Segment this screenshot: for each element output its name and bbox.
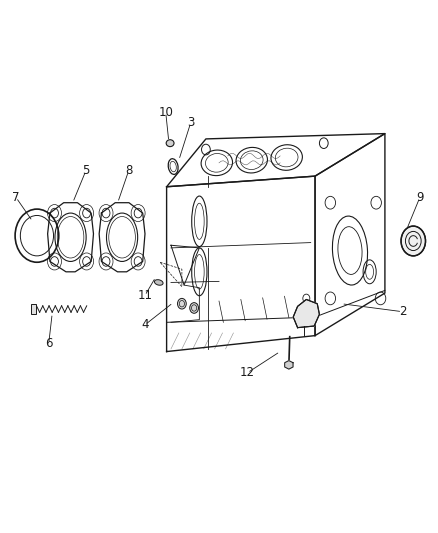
Text: 3: 3 — [187, 117, 194, 130]
Text: 9: 9 — [416, 191, 424, 204]
FancyBboxPatch shape — [31, 304, 36, 314]
Circle shape — [190, 303, 198, 313]
Text: 5: 5 — [82, 164, 89, 177]
Circle shape — [401, 226, 426, 256]
Text: 8: 8 — [125, 164, 132, 177]
Text: 2: 2 — [399, 305, 406, 318]
Text: 12: 12 — [240, 366, 255, 379]
Text: 4: 4 — [141, 319, 148, 332]
Ellipse shape — [166, 140, 174, 147]
Text: 6: 6 — [45, 337, 53, 350]
Polygon shape — [285, 361, 293, 369]
Polygon shape — [293, 300, 319, 328]
Text: 7: 7 — [12, 191, 20, 204]
Ellipse shape — [155, 280, 163, 285]
Text: 11: 11 — [137, 289, 152, 302]
Circle shape — [177, 298, 186, 309]
Text: 10: 10 — [158, 106, 173, 119]
